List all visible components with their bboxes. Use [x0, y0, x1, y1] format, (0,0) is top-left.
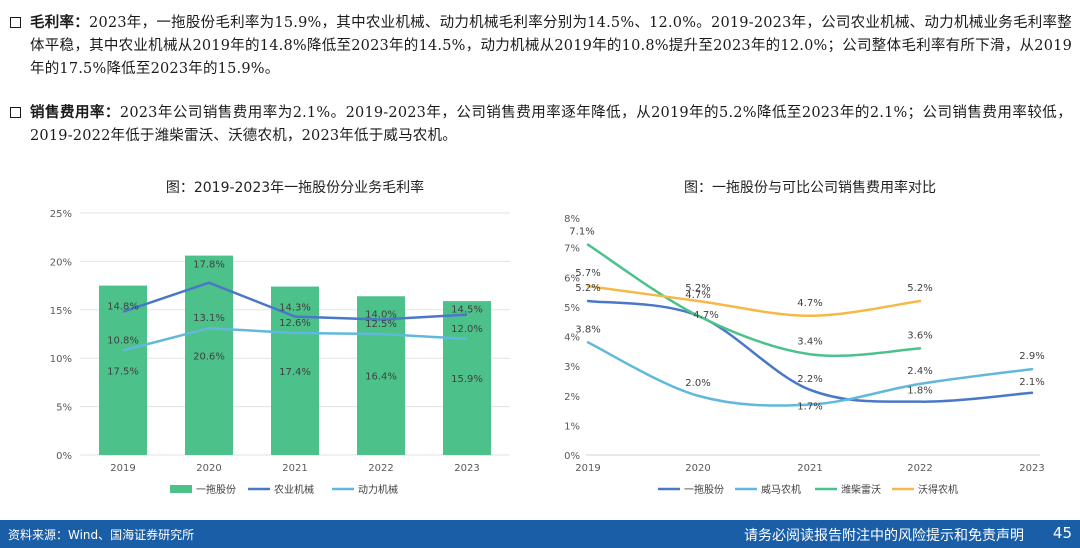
data-label: 14.0%	[365, 309, 397, 320]
legend-label: 一拖股份	[684, 483, 724, 496]
data-label: 12.5%	[365, 319, 397, 330]
y-tick-label: 0%	[564, 451, 580, 462]
paragraph-heading: 毛利率：	[30, 15, 90, 31]
y-tick-label: 20%	[50, 257, 72, 268]
x-tick-label: 2023	[1019, 463, 1044, 474]
y-tick-label: 2%	[564, 392, 580, 403]
legend-label: 动力机械	[358, 483, 398, 496]
data-label: 3.4%	[797, 336, 822, 347]
y-tick-label: 25%	[50, 209, 72, 220]
y-tick-label: 7%	[564, 244, 580, 255]
data-label: 20.6%	[193, 351, 225, 362]
y-tick-label: 4%	[564, 333, 580, 344]
y-tick-label: 10%	[50, 354, 72, 365]
y-tick-label: 6%	[564, 273, 580, 284]
y-tick-label: 3%	[564, 362, 580, 373]
data-label: 4.7%	[693, 310, 718, 321]
data-label: 16.4%	[365, 372, 397, 383]
data-label: 12.6%	[279, 318, 311, 329]
bar-2021	[271, 286, 319, 455]
y-tick-label: 0%	[56, 451, 72, 462]
sales-expense-paragraph: 销售费用率：2023年公司销售费用率为2.1%。2019-2023年，公司销售费…	[10, 102, 1072, 148]
legend-swatch	[170, 485, 192, 493]
x-tick-label: 2021	[282, 463, 307, 474]
x-tick-label: 2019	[110, 463, 135, 474]
page-number: 45	[1052, 524, 1072, 542]
data-label: 3.6%	[907, 330, 932, 341]
line-series-0	[586, 299, 1034, 403]
line-series-2	[122, 326, 468, 352]
footer-bar: 资料来源：Wind、国海证券研究所 请务必阅读报告附注中的风险提示和免责声明 4…	[0, 520, 1080, 548]
y-tick-label: 15%	[50, 306, 72, 317]
chart-title-gross-margin: 图：2019-2023年一拖股份分业务毛利率	[165, 180, 425, 196]
y-tick-label: 5%	[564, 303, 580, 314]
line-series-3	[586, 284, 922, 318]
data-label: 1.8%	[907, 386, 932, 397]
x-tick-label: 2021	[797, 463, 822, 474]
data-label: 1.7%	[797, 402, 822, 413]
bar-2022	[357, 296, 405, 455]
source-note: 资料来源：Wind、国海证券研究所	[8, 528, 195, 542]
y-tick-label: 1%	[564, 421, 580, 432]
data-label: 5.7%	[575, 268, 600, 279]
data-label: 10.8%	[107, 335, 139, 346]
x-tick-label: 2020	[685, 463, 710, 474]
data-label: 5.2%	[685, 283, 710, 294]
data-label: 17.4%	[279, 367, 311, 378]
data-label: 5.2%	[575, 283, 600, 294]
checkbox-bullet-icon	[10, 17, 21, 28]
data-label: 17.8%	[193, 260, 225, 271]
data-label: 14.3%	[279, 303, 311, 314]
chart-title-sales-expense: 图：一拖股份与可比公司销售费用率对比	[684, 180, 936, 196]
legend-label: 威马农机	[761, 483, 801, 496]
data-label: 14.8%	[107, 302, 139, 313]
paragraph-body: 2023年公司销售费用率为2.1%。2019-2023年，公司销售费用率逐年降低…	[30, 105, 1072, 144]
bar-2023	[443, 301, 491, 455]
bar-2019	[99, 285, 147, 455]
y-tick-label: 5%	[56, 403, 72, 414]
data-label: 2.1%	[1019, 377, 1044, 388]
checkbox-bullet-icon	[10, 107, 21, 118]
legend-label: 沃得农机	[918, 483, 958, 496]
x-tick-label: 2020	[196, 463, 221, 474]
data-label: 5.2%	[907, 283, 932, 294]
data-label: 2.9%	[1019, 351, 1044, 362]
data-label: 7.1%	[569, 227, 594, 238]
paragraph-body: 2023年，一拖股份毛利率为15.9%，其中农业机械、动力机械毛利率分别为14.…	[30, 15, 1072, 77]
legend-label: 潍柴雷沃	[841, 483, 881, 496]
x-tick-label: 2022	[368, 463, 393, 474]
line-series-1	[122, 281, 468, 321]
gross-margin-paragraph: 毛利率：2023年，一拖股份毛利率为15.9%，其中农业机械、动力机械毛利率分别…	[10, 12, 1072, 81]
data-label: 4.7%	[685, 290, 710, 301]
data-label: 2.4%	[907, 366, 932, 377]
data-label: 2.2%	[797, 374, 822, 385]
disclaimer-text: 请务必阅读报告附注中的风险提示和免责声明	[744, 528, 1024, 544]
x-tick-label: 2022	[907, 463, 932, 474]
data-label: 12.0%	[451, 324, 483, 335]
x-tick-label: 2023	[454, 463, 479, 474]
line-series-1	[586, 341, 1034, 407]
paragraph-heading: 销售费用率：	[30, 105, 120, 121]
line-series-2	[586, 243, 922, 358]
data-label: 17.5%	[107, 366, 139, 377]
data-label: 15.9%	[451, 374, 483, 385]
charts-canvas: 0% 5% 10% 15% 20% 25% 2019 2020 2021 2022 2023 17.5…	[50, 209, 1045, 496]
y-tick-label: 8%	[564, 214, 580, 225]
x-tick-label: 2019	[575, 463, 600, 474]
data-label: 3.8%	[575, 324, 600, 335]
data-label: 14.5%	[451, 305, 483, 316]
data-label: 4.7%	[797, 298, 822, 309]
data-label: 13.1%	[193, 313, 225, 324]
legend-label: 农业机械	[274, 483, 314, 496]
legend-label: 一拖股份	[196, 483, 236, 496]
data-label: 2.0%	[685, 378, 710, 389]
